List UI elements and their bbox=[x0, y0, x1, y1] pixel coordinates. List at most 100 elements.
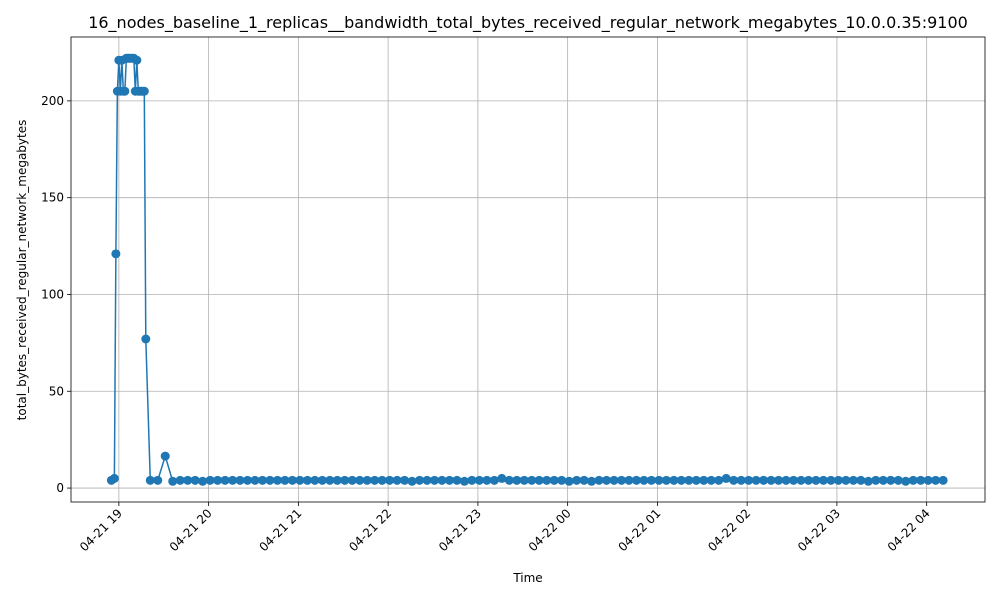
y-tick-label: 50 bbox=[49, 384, 64, 398]
data-point bbox=[624, 475, 634, 485]
data-point bbox=[646, 475, 656, 485]
data-point bbox=[654, 475, 664, 485]
data-point bbox=[444, 475, 454, 485]
data-point bbox=[871, 475, 881, 485]
data-point bbox=[931, 475, 941, 485]
data-point bbox=[280, 475, 290, 485]
x-axis-label: Time bbox=[512, 571, 542, 585]
data-point bbox=[878, 475, 888, 485]
data-point bbox=[602, 475, 612, 485]
data-point bbox=[774, 475, 784, 485]
data-point bbox=[557, 475, 567, 485]
data-point bbox=[295, 475, 305, 485]
data-point bbox=[736, 475, 746, 485]
data-point bbox=[109, 473, 119, 483]
data-point bbox=[549, 475, 559, 485]
data-point bbox=[669, 475, 679, 485]
data-point bbox=[564, 476, 574, 486]
data-point bbox=[168, 476, 178, 486]
data-point bbox=[863, 476, 873, 486]
data-point bbox=[265, 475, 275, 485]
data-point bbox=[235, 475, 245, 485]
data-point bbox=[848, 475, 858, 485]
data-point bbox=[908, 475, 918, 485]
data-point bbox=[287, 475, 297, 485]
data-point bbox=[310, 475, 320, 485]
data-point bbox=[459, 476, 469, 486]
data-point bbox=[893, 475, 903, 485]
data-point bbox=[422, 475, 432, 485]
data-point bbox=[527, 475, 537, 485]
data-point bbox=[706, 475, 716, 485]
y-tick-label: 0 bbox=[56, 481, 64, 495]
data-point bbox=[474, 475, 484, 485]
data-point bbox=[160, 451, 170, 461]
data-point bbox=[766, 475, 776, 485]
data-point bbox=[856, 475, 866, 485]
data-point bbox=[751, 475, 761, 485]
data-point bbox=[190, 475, 200, 485]
data-point bbox=[676, 475, 686, 485]
data-point bbox=[302, 475, 312, 485]
data-point bbox=[714, 475, 724, 485]
data-point bbox=[789, 475, 799, 485]
data-point bbox=[826, 475, 836, 485]
data-point bbox=[430, 475, 440, 485]
data-point bbox=[759, 475, 769, 485]
data-point bbox=[120, 86, 130, 96]
data-point bbox=[616, 475, 626, 485]
data-point bbox=[111, 249, 121, 259]
data-point bbox=[542, 475, 552, 485]
data-point bbox=[145, 475, 155, 485]
data-point bbox=[512, 475, 522, 485]
data-point bbox=[205, 475, 215, 485]
data-point bbox=[377, 475, 387, 485]
y-axis-label: total_bytes_received_regular_network_meg… bbox=[15, 120, 29, 421]
data-point bbox=[519, 475, 529, 485]
data-point bbox=[400, 475, 410, 485]
data-point bbox=[489, 475, 499, 485]
data-point bbox=[325, 475, 335, 485]
data-point bbox=[938, 475, 948, 485]
chart-title: 16_nodes_baseline_1_replicas__bandwidth_… bbox=[88, 13, 968, 33]
data-point bbox=[220, 475, 230, 485]
data-point bbox=[721, 473, 731, 483]
data-point bbox=[257, 475, 267, 485]
data-point bbox=[639, 475, 649, 485]
data-point bbox=[923, 475, 933, 485]
data-point bbox=[243, 475, 253, 485]
data-point bbox=[811, 475, 821, 485]
data-point bbox=[691, 475, 701, 485]
data-point bbox=[587, 476, 597, 486]
data-point bbox=[841, 475, 851, 485]
data-point bbox=[272, 475, 282, 485]
data-point bbox=[497, 473, 507, 483]
data-point bbox=[392, 475, 402, 485]
data-point bbox=[228, 475, 238, 485]
data-point bbox=[332, 475, 342, 485]
data-point bbox=[579, 475, 589, 485]
data-point bbox=[362, 475, 372, 485]
data-point bbox=[744, 475, 754, 485]
data-point bbox=[153, 475, 163, 485]
data-point bbox=[886, 475, 896, 485]
data-point bbox=[916, 475, 926, 485]
data-point bbox=[250, 475, 260, 485]
data-point bbox=[594, 475, 604, 485]
data-point bbox=[833, 475, 843, 485]
data-point bbox=[729, 475, 739, 485]
data-point bbox=[781, 475, 791, 485]
data-point bbox=[139, 86, 149, 96]
data-point bbox=[175, 475, 185, 485]
data-point bbox=[572, 475, 582, 485]
data-point bbox=[407, 476, 417, 486]
data-point bbox=[141, 334, 151, 344]
data-point bbox=[699, 475, 709, 485]
data-point bbox=[415, 475, 425, 485]
y-tick-label: 200 bbox=[41, 94, 64, 108]
data-point bbox=[132, 55, 142, 65]
data-point bbox=[631, 475, 641, 485]
data-point bbox=[347, 475, 357, 485]
